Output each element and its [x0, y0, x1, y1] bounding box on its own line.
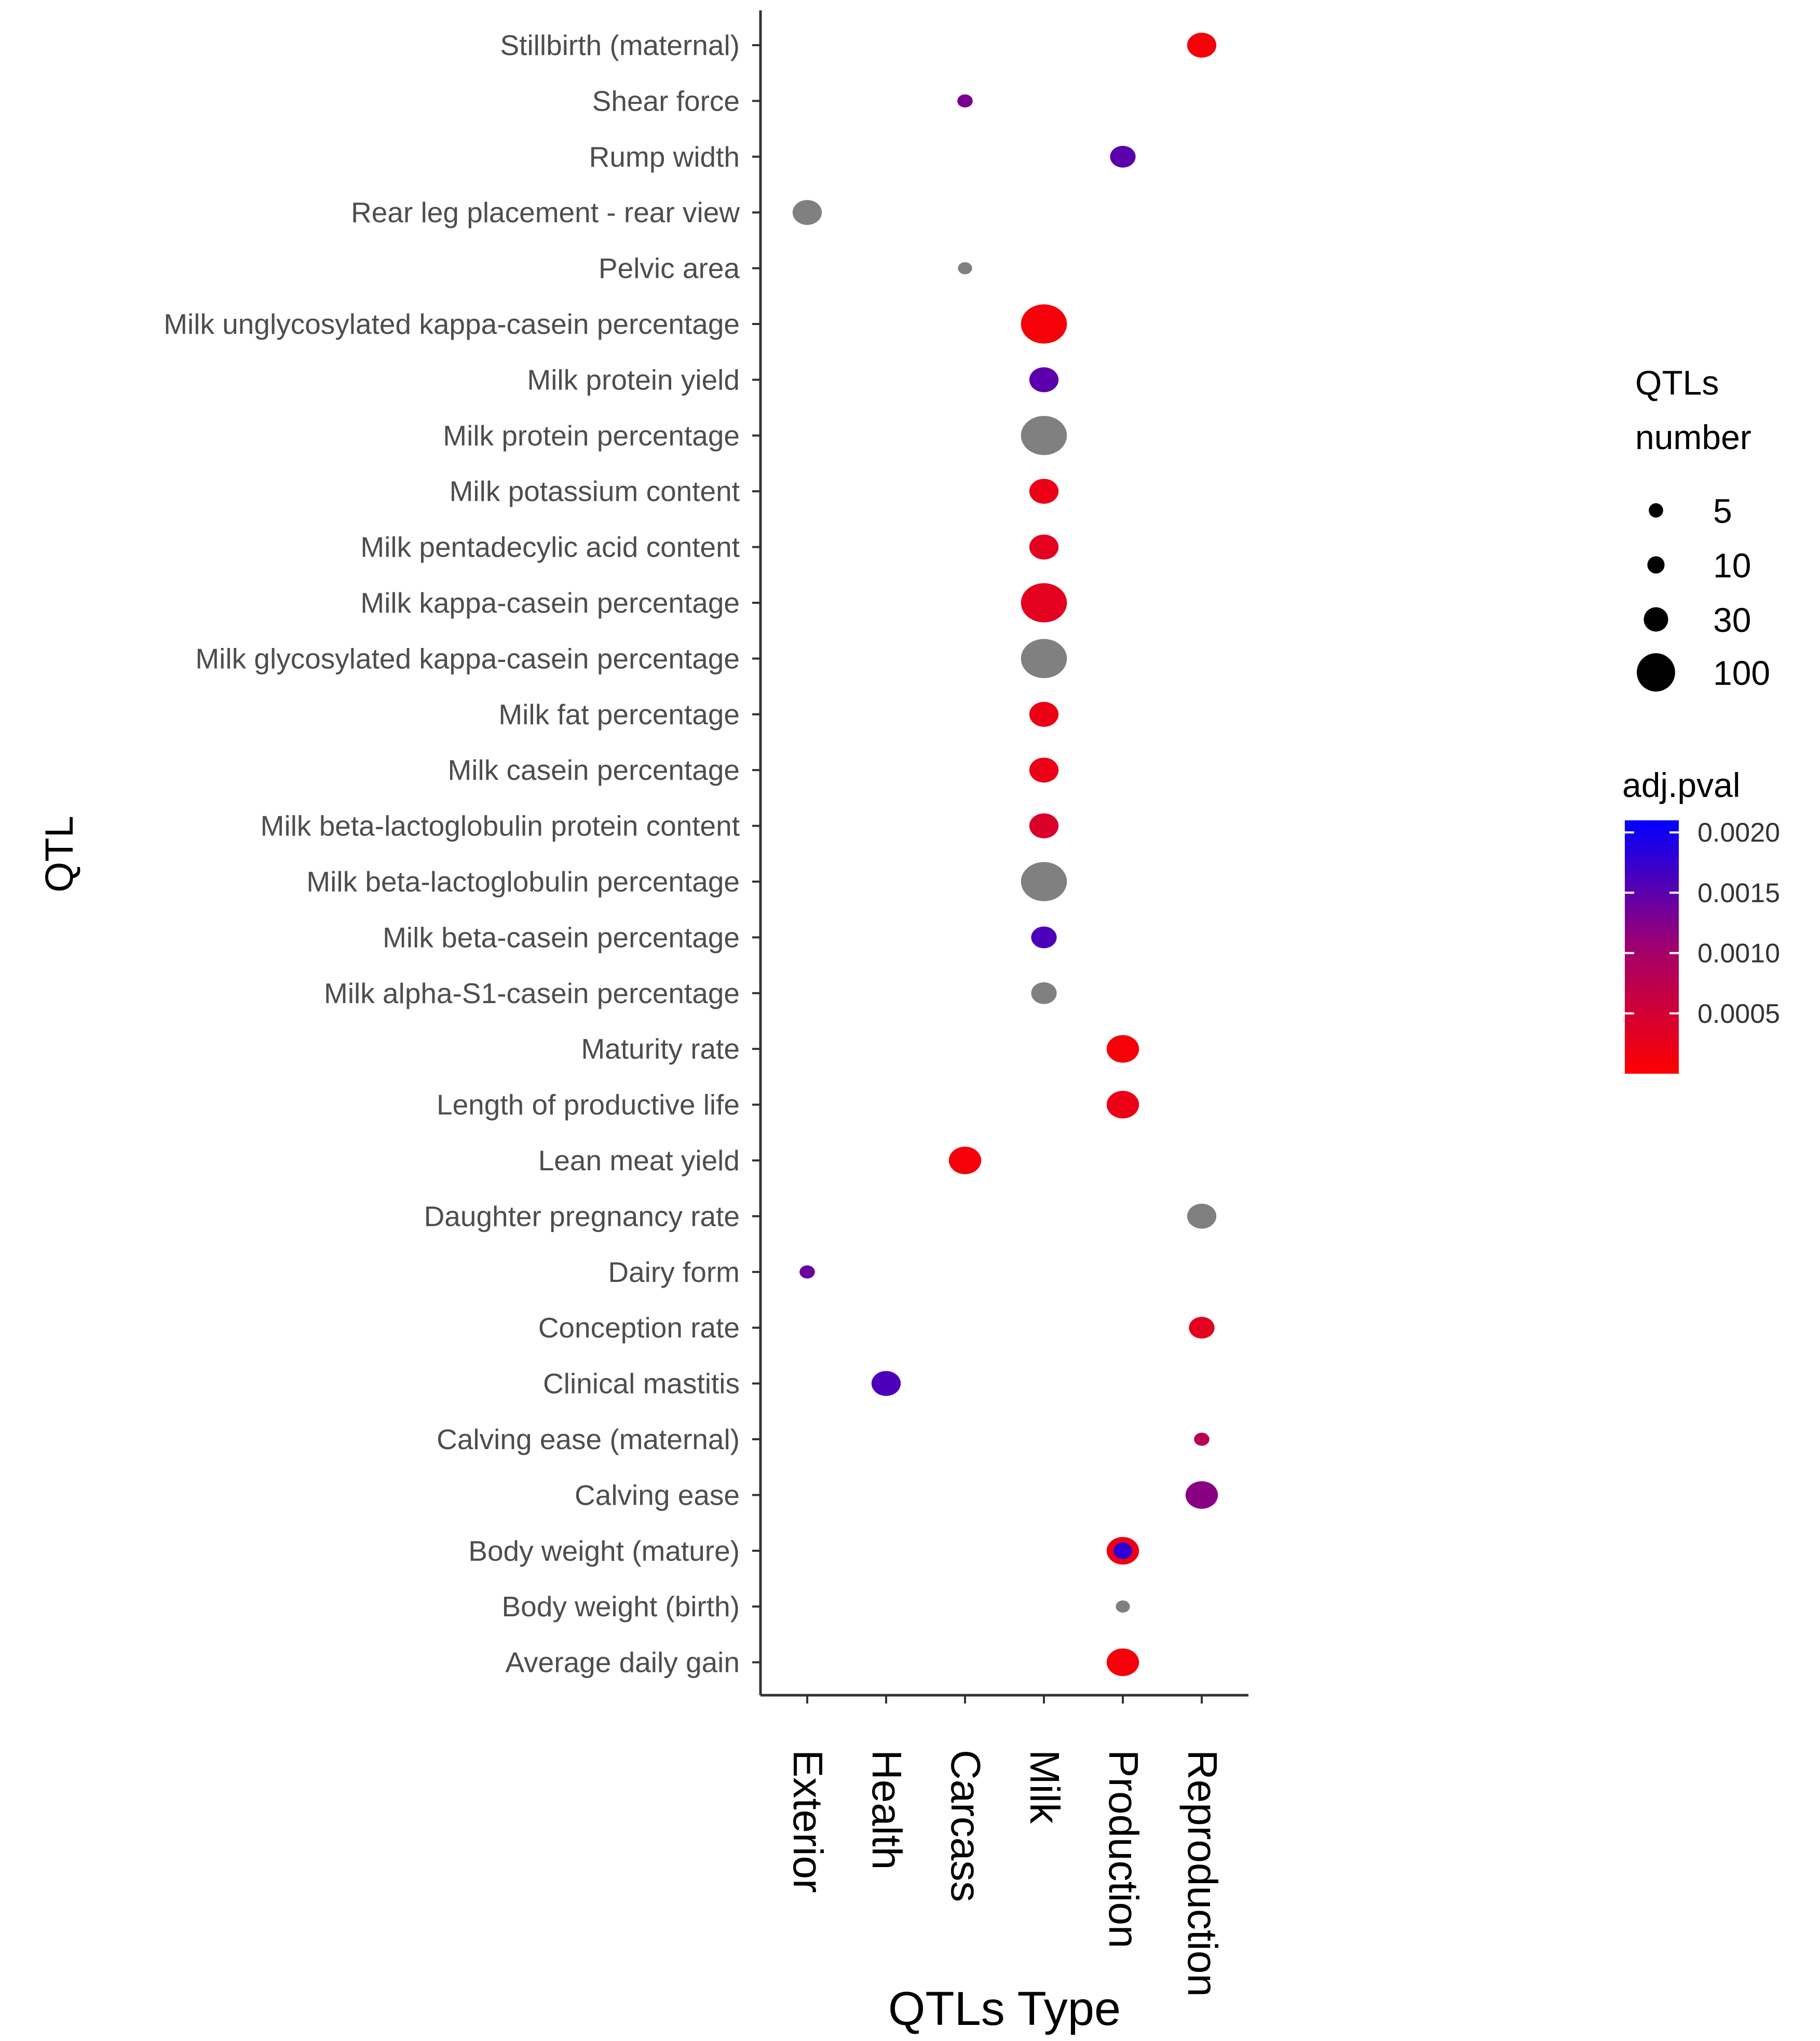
y-tick-label-milk-glycosylated-kappa-casein-percentage: Milk glycosylated kappa-casein percentag… — [195, 642, 740, 674]
point-milk-kappa-casein-percentage — [1021, 583, 1067, 623]
y-tick-label-milk-kappa-casein-percentage: Milk kappa-casein percentage — [360, 587, 740, 619]
size-legend-label-30: 30 — [1713, 601, 1751, 639]
y-tick-label-milk-beta-lactoglobulin-protein-content: Milk beta-lactoglobulin protein content — [261, 810, 740, 842]
y-tick-label-milk-pentadecylic-acid-content: Milk pentadecylic acid content — [360, 531, 740, 563]
x-axis-title: QTLs Type — [888, 1982, 1121, 2035]
point-calving-ease — [1185, 1481, 1218, 1509]
y-tick-label-milk-alpha-s1-casein-percentage: Milk alpha-S1-casein percentage — [324, 977, 740, 1009]
y-tick-label-milk-beta-lactoglobulin-percentage: Milk beta-lactoglobulin percentage — [306, 866, 740, 898]
y-tick-label-rump-width: Rump width — [589, 141, 740, 173]
size-legend-label-100: 100 — [1713, 654, 1770, 692]
y-tick-label-calving-ease-maternal: Calving ease (maternal) — [437, 1423, 740, 1455]
y-tick-label-conception-rate: Conception rate — [538, 1312, 740, 1344]
x-tick-label-carcass: Carcass — [943, 1750, 989, 1902]
point-body-weight-birth — [1116, 1600, 1130, 1613]
y-tick-label-stillbirth-maternal: Stillbirth (maternal) — [500, 29, 740, 61]
size-legend-key-30 — [1644, 607, 1668, 632]
size-legend-key-5 — [1649, 503, 1663, 518]
x-tick-label-production: Production — [1101, 1750, 1147, 1948]
color-legend: adj.pval 0.0020 0.0015 0.0010 0.0005 — [1622, 766, 1780, 1074]
size-legend-title-line1: QTLs — [1635, 363, 1719, 402]
axes: Stillbirth (maternal) Shear force Rump wid… — [164, 10, 1248, 1997]
point-rear-leg-placement-rear-view — [792, 200, 822, 225]
y-axis-title: QTL — [37, 816, 82, 893]
point-milk-casein-percentage — [1029, 758, 1059, 783]
y-tick-label-dairy-form: Dairy form — [608, 1256, 740, 1288]
y-tick-label-maturity-rate: Maturity rate — [581, 1033, 740, 1065]
y-tick-label-daughter-pregnancy-rate: Daughter pregnancy rate — [424, 1200, 740, 1232]
point-conception-rate — [1189, 1317, 1215, 1339]
size-legend: QTLs number 5 10 30 100 — [1635, 363, 1770, 692]
size-legend-label-5: 5 — [1713, 492, 1732, 530]
data-points — [792, 33, 1218, 1677]
size-legend-title-line2: number — [1635, 418, 1751, 456]
y-tick-label-length-of-productive-life: Length of productive life — [437, 1089, 740, 1121]
y-tick-label-rear-leg-placement-rear-view: Rear leg placement - rear view — [351, 196, 740, 228]
point-calving-ease-maternal — [1194, 1432, 1210, 1446]
size-legend-key-10 — [1647, 556, 1665, 574]
point-milk-beta-lactoglobulin-protein-content — [1029, 813, 1059, 839]
y-tick-label-pelvic-area: Pelvic area — [599, 252, 740, 285]
y-tick-label-milk-potassium-content: Milk potassium content — [450, 475, 740, 507]
point-milk-alpha-s1-casein-percentage — [1031, 982, 1057, 1004]
point-inner-body-weight-mature — [1113, 1542, 1132, 1559]
point-average-daily-gain — [1106, 1648, 1139, 1677]
x-tick-label-reproduction: Reproduction — [1179, 1750, 1226, 1997]
point-milk-fat-percentage — [1029, 701, 1059, 727]
y-tick-label-lean-meat-yield: Lean meat yield — [538, 1144, 740, 1177]
colorbar-label-0-0020: 0.0020 — [1697, 818, 1780, 848]
point-daughter-pregnancy-rate — [1187, 1204, 1217, 1229]
point-lean-meat-yield — [948, 1146, 982, 1174]
point-stillbirth-maternal — [1187, 33, 1217, 58]
point-milk-protein-percentage — [1021, 416, 1067, 455]
colorbar-label-0-0015: 0.0015 — [1697, 878, 1780, 908]
point-milk-beta-casein-percentage — [1031, 926, 1057, 949]
y-tick-label-milk-unglycosylated-kappa-casein-percentage: Milk unglycosylated kappa-casein percent… — [164, 308, 740, 340]
point-maturity-rate — [1106, 1035, 1139, 1063]
y-tick-label-average-daily-gain: Average daily gain — [505, 1646, 740, 1679]
x-tick-label-milk: Milk — [1022, 1750, 1068, 1824]
point-milk-pentadecylic-acid-content — [1029, 534, 1059, 560]
y-tick-label-milk-casein-percentage: Milk casein percentage — [447, 754, 740, 786]
point-milk-glycosylated-kappa-casein-percentage — [1021, 639, 1067, 679]
point-pelvic-area — [958, 262, 972, 275]
color-legend-title: adj.pval — [1622, 766, 1741, 804]
y-tick-label-milk-beta-casein-percentage: Milk beta-casein percentage — [383, 921, 740, 953]
x-tick-label-exterior: Exterior — [785, 1750, 831, 1893]
y-tick-label-body-weight-birth: Body weight (birth) — [501, 1590, 740, 1623]
point-milk-protein-yield — [1029, 367, 1059, 393]
y-tick-label-calving-ease: Calving ease — [575, 1479, 740, 1511]
colorbar-label-0-0010: 0.0010 — [1697, 939, 1780, 969]
size-legend-label-10: 10 — [1713, 546, 1751, 585]
colorbar — [1625, 820, 1679, 1074]
point-milk-potassium-content — [1029, 479, 1059, 504]
y-tick-label-milk-protein-percentage: Milk protein percentage — [443, 420, 740, 452]
point-milk-unglycosylated-kappa-casein-percentage — [1021, 304, 1067, 344]
point-dairy-form — [799, 1265, 815, 1279]
colorbar-label-0-0005: 0.0005 — [1697, 999, 1780, 1029]
point-milk-beta-lactoglobulin-percentage — [1021, 862, 1067, 901]
y-tick-label-body-weight-mature: Body weight (mature) — [468, 1535, 740, 1567]
point-rump-width — [1110, 145, 1136, 168]
point-clinical-mastitis — [871, 1371, 901, 1396]
x-tick-label-health: Health — [864, 1750, 910, 1870]
y-tick-label-shear-force: Shear force — [592, 85, 740, 117]
y-tick-label-milk-protein-yield: Milk protein yield — [527, 363, 740, 396]
y-tick-label-clinical-mastitis: Clinical mastitis — [543, 1368, 740, 1400]
size-legend-key-100 — [1637, 653, 1675, 692]
point-length-of-productive-life — [1106, 1091, 1139, 1119]
y-tick-label-milk-fat-percentage: Milk fat percentage — [498, 698, 740, 731]
point-shear-force — [957, 94, 973, 108]
